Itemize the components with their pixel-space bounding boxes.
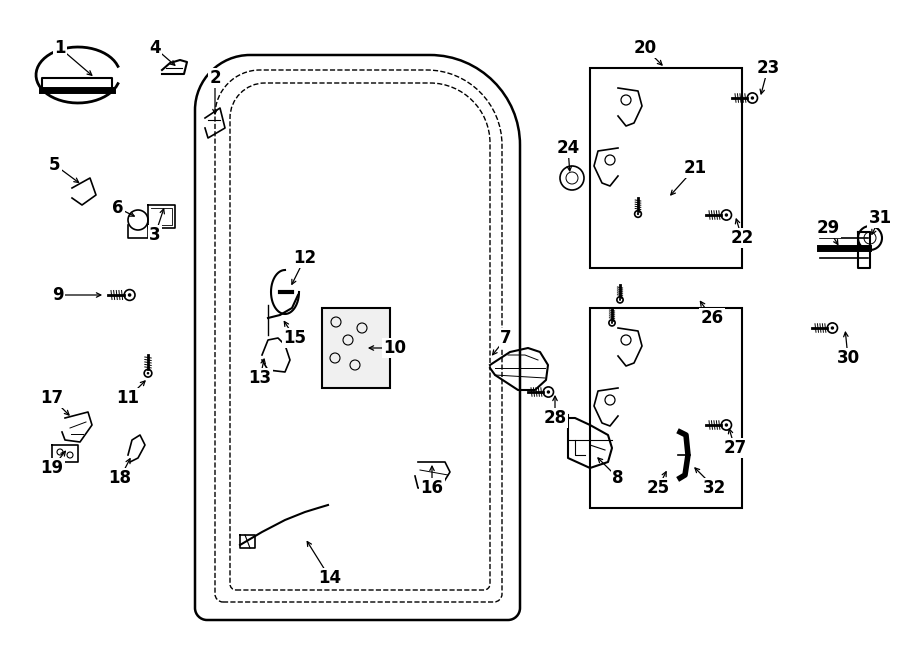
Text: 29: 29: [816, 219, 840, 237]
Text: 22: 22: [731, 229, 753, 247]
Text: 1: 1: [54, 39, 66, 57]
Text: 9: 9: [52, 286, 64, 304]
Text: 18: 18: [109, 469, 131, 487]
Text: 31: 31: [868, 209, 892, 227]
Circle shape: [546, 390, 550, 394]
Text: 6: 6: [112, 199, 124, 217]
Text: 25: 25: [646, 479, 670, 497]
Text: 28: 28: [544, 409, 567, 427]
Text: 20: 20: [634, 39, 657, 57]
Bar: [590, 68, 742, 268]
Text: 24: 24: [556, 139, 580, 157]
Text: 32: 32: [704, 479, 726, 497]
Text: 2: 2: [209, 69, 220, 87]
Circle shape: [128, 293, 131, 297]
Circle shape: [724, 214, 728, 217]
Text: 17: 17: [40, 389, 64, 407]
Circle shape: [619, 299, 621, 301]
Text: 21: 21: [683, 159, 706, 177]
Text: 23: 23: [756, 59, 779, 77]
Circle shape: [831, 327, 834, 330]
Text: 26: 26: [700, 309, 724, 327]
Text: 5: 5: [50, 156, 61, 174]
Bar: [590, 308, 742, 508]
Circle shape: [751, 97, 754, 100]
Circle shape: [611, 322, 613, 324]
Text: 13: 13: [248, 369, 272, 387]
Text: 8: 8: [612, 469, 624, 487]
Text: 10: 10: [383, 339, 407, 357]
Text: 4: 4: [149, 39, 161, 57]
Text: 19: 19: [40, 459, 64, 477]
Text: 15: 15: [284, 329, 307, 347]
Text: 11: 11: [116, 389, 140, 407]
Text: 16: 16: [420, 479, 444, 497]
Circle shape: [147, 372, 149, 375]
Text: 14: 14: [319, 569, 342, 587]
Text: 3: 3: [149, 226, 161, 244]
Circle shape: [724, 423, 728, 427]
Text: 30: 30: [836, 349, 860, 367]
Text: 7: 7: [500, 329, 512, 347]
Bar: [322, 308, 390, 388]
Circle shape: [637, 213, 639, 215]
Text: 27: 27: [724, 439, 747, 457]
Text: 12: 12: [293, 249, 317, 267]
